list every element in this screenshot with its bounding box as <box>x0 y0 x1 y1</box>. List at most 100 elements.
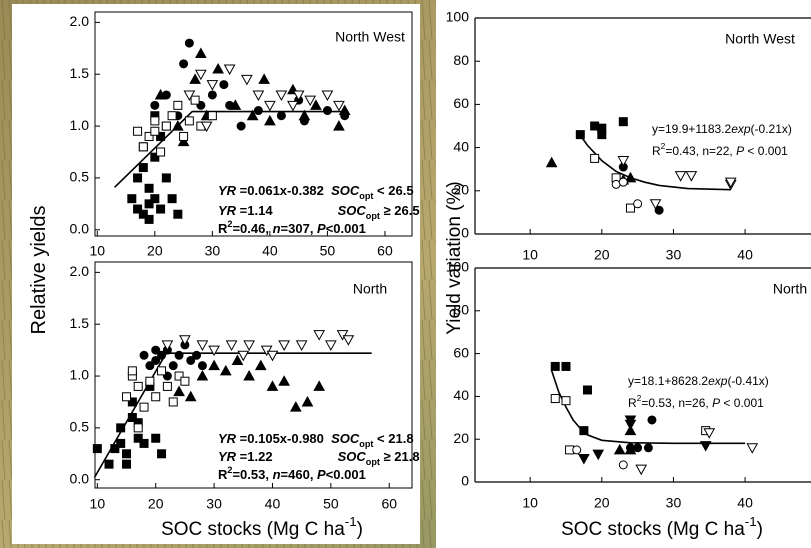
text-span: ) <box>357 519 363 540</box>
y-tick-label: 40 <box>453 138 469 154</box>
point <box>207 90 217 100</box>
y-tick-label: 1.0 <box>70 367 90 383</box>
text-span: 2 <box>227 465 232 475</box>
y-tick-label: 40 <box>453 387 469 403</box>
text-span: =307, <box>281 221 318 236</box>
plot-frame <box>94 11 413 237</box>
point <box>196 340 209 351</box>
panel-title: North <box>353 281 387 297</box>
point <box>617 156 630 167</box>
text-span: R <box>218 221 228 236</box>
point <box>310 99 322 110</box>
point <box>144 183 154 193</box>
text-span: ≥ 21.8 <box>380 449 420 464</box>
text-span: =0.43, n=22, <box>665 144 736 158</box>
point <box>133 173 143 183</box>
text-span: YR <box>218 449 237 464</box>
point <box>138 163 148 173</box>
y-tick-label: 20 <box>453 430 469 446</box>
point <box>173 100 183 110</box>
text-span: <0.001 <box>326 467 366 482</box>
text-span: < 0.001 <box>720 396 764 410</box>
point <box>624 424 637 436</box>
text-span: =0.061x-0.382 <box>236 183 331 198</box>
x-tick-label: 20 <box>594 495 610 511</box>
point <box>145 376 155 386</box>
point <box>208 359 220 371</box>
point <box>266 380 279 391</box>
point <box>618 177 628 187</box>
text-span: (-0.41x) <box>727 374 768 388</box>
text-span: opt <box>366 457 380 467</box>
point <box>116 438 126 448</box>
point <box>550 361 560 371</box>
point <box>746 443 759 454</box>
point <box>139 350 149 360</box>
point <box>633 199 643 209</box>
y-tick-label: 80 <box>453 52 469 68</box>
text-span: < 26.5 <box>373 183 413 198</box>
x-tick-label: 60 <box>377 243 393 259</box>
point <box>225 340 238 351</box>
point <box>156 147 166 157</box>
x-tick-label: 30 <box>666 495 682 511</box>
point <box>183 90 196 101</box>
annotation: YR =1.14 SOCopt ≥ 26.5 <box>218 203 420 221</box>
point <box>212 63 224 74</box>
point <box>184 38 194 48</box>
point <box>110 444 120 454</box>
point <box>180 376 190 386</box>
y-tick-label: 1.0 <box>70 117 90 133</box>
point <box>545 156 558 168</box>
point <box>167 111 177 121</box>
y-tick-label: 60 <box>453 95 469 111</box>
text-span: R <box>218 467 228 482</box>
text-span: < 21.8 <box>373 431 413 446</box>
panel-title: North <box>773 281 807 297</box>
point <box>654 205 664 215</box>
annotation: R2=0.46, n=307, P<0.001 <box>218 219 366 236</box>
point <box>184 116 194 126</box>
point <box>150 152 160 162</box>
point <box>231 354 244 365</box>
point <box>582 385 592 395</box>
annotation: R2=0.53, n=460, P<0.001 <box>218 465 366 482</box>
point <box>295 340 308 351</box>
point <box>161 121 171 131</box>
point <box>139 402 149 412</box>
point <box>237 350 250 362</box>
point <box>195 69 207 81</box>
text-span: y=18.1+8628.2 <box>628 374 708 388</box>
point <box>168 361 178 371</box>
text-span: -1 <box>745 514 757 529</box>
plot-frame <box>94 261 413 489</box>
text-span: R <box>628 396 637 410</box>
annotation: YR =1.22 SOCopt ≥ 21.8 <box>218 449 420 467</box>
x-tick-label: 10 <box>522 247 538 263</box>
text-span: SOC <box>331 183 360 198</box>
point <box>241 74 253 86</box>
point <box>338 104 351 116</box>
x-tick-label: 40 <box>737 247 753 263</box>
text-span: =1.14 <box>236 203 338 218</box>
text-span: =0.53, <box>232 467 272 482</box>
point <box>144 214 154 224</box>
y-tick-label: 1.5 <box>70 315 90 331</box>
point <box>579 426 589 436</box>
point <box>157 366 167 376</box>
annotation: YR =0.105x-0.980 SOCopt < 21.8 <box>218 431 414 449</box>
point <box>223 64 236 76</box>
point <box>674 171 687 182</box>
point <box>624 415 637 426</box>
point <box>243 340 255 351</box>
point <box>325 340 337 351</box>
point <box>207 111 217 121</box>
y-tick-label: 100 <box>446 9 470 25</box>
point <box>561 396 571 406</box>
point <box>151 433 161 443</box>
text-span: opt <box>359 191 373 201</box>
point <box>127 366 137 376</box>
point <box>613 443 626 455</box>
x-tick-label: 40 <box>737 495 753 511</box>
point <box>342 335 355 346</box>
